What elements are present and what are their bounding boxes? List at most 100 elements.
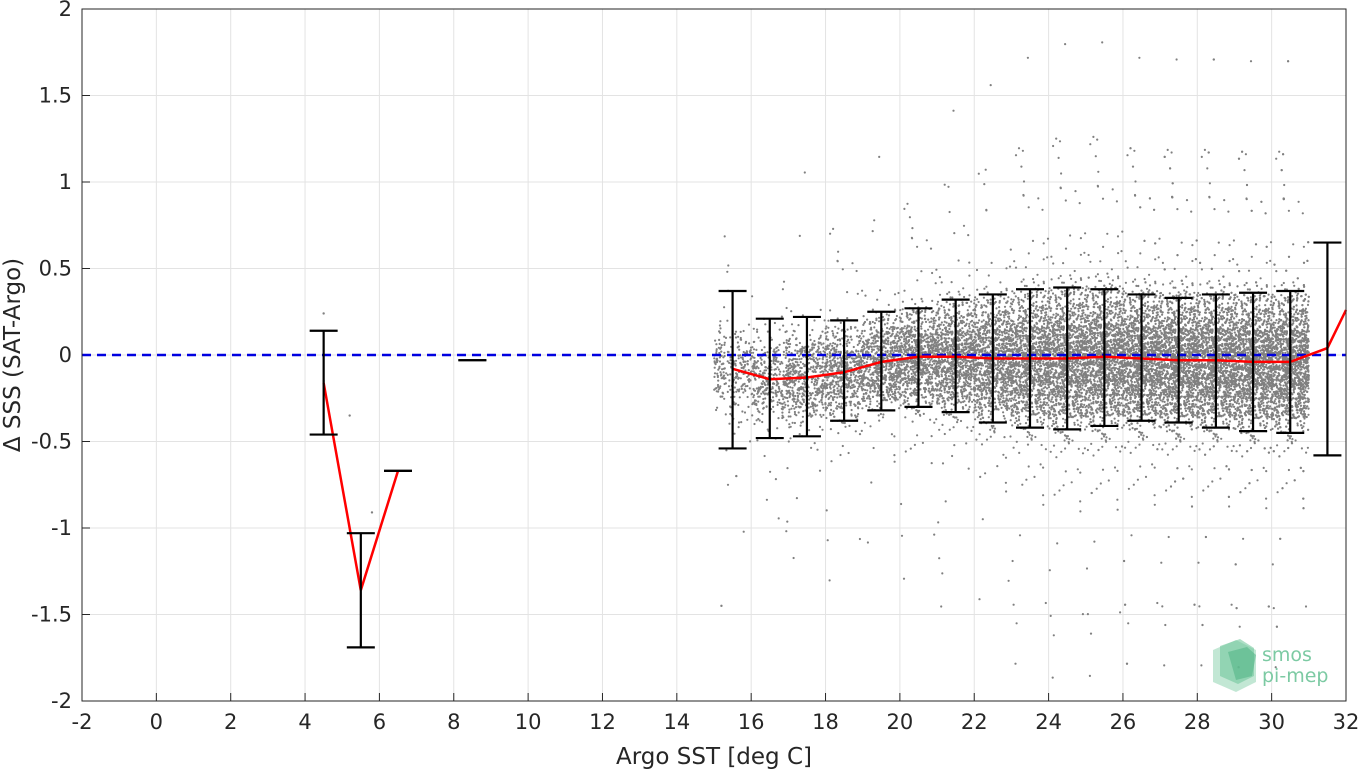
scatter-point bbox=[877, 390, 880, 393]
scatter-point bbox=[865, 397, 869, 400]
scatter-point bbox=[869, 385, 872, 388]
scatter-point bbox=[836, 367, 839, 370]
scatter-point bbox=[862, 335, 865, 338]
scatter-point bbox=[778, 328, 781, 331]
scatter-point bbox=[772, 399, 775, 402]
scatter-point bbox=[949, 325, 952, 328]
scatter-point bbox=[951, 396, 954, 399]
scatter-point bbox=[909, 366, 912, 369]
scatter-point bbox=[765, 380, 768, 383]
scatter-point bbox=[814, 360, 817, 363]
scatter-point bbox=[715, 357, 719, 360]
scatter-point bbox=[965, 361, 968, 364]
scatter-point bbox=[794, 382, 797, 386]
scatter-point bbox=[875, 368, 878, 371]
scatter-point bbox=[1005, 360, 1008, 363]
scatter-point bbox=[726, 350, 730, 353]
scatter-point bbox=[814, 370, 817, 374]
scatter-point bbox=[925, 388, 928, 391]
scatter-point bbox=[764, 366, 768, 369]
scatter-point bbox=[1008, 265, 1012, 268]
scatter-point bbox=[729, 406, 732, 409]
scatter-point bbox=[937, 383, 940, 386]
scatter-point bbox=[897, 391, 900, 394]
scatter-point bbox=[812, 402, 815, 405]
scatter-point bbox=[967, 234, 970, 237]
scatter-point bbox=[937, 365, 940, 368]
scatter-point bbox=[733, 386, 736, 389]
scatter-point bbox=[885, 365, 888, 368]
scatter-point bbox=[778, 401, 781, 404]
scatter-point bbox=[759, 339, 762, 342]
scatter-point bbox=[1003, 328, 1007, 331]
scatter-point bbox=[937, 343, 940, 346]
scatter-point bbox=[922, 362, 925, 365]
scatter-point bbox=[924, 333, 927, 336]
scatter-point bbox=[834, 362, 837, 365]
scatter-point bbox=[932, 310, 935, 313]
scatter-point bbox=[994, 300, 997, 304]
scatter-point bbox=[743, 382, 746, 385]
scatter-point bbox=[807, 414, 810, 417]
scatter-point bbox=[846, 340, 849, 343]
scatter-point bbox=[1006, 329, 1009, 332]
scatter-point bbox=[781, 414, 784, 417]
scatter-point bbox=[881, 416, 885, 419]
scatter-point bbox=[867, 347, 870, 350]
scatter-point bbox=[743, 363, 747, 367]
scatter-point bbox=[775, 356, 778, 359]
scatter-point bbox=[846, 344, 849, 348]
scatter-point bbox=[876, 347, 879, 350]
scatter-point bbox=[882, 413, 885, 416]
scatter-point bbox=[968, 346, 971, 349]
scatter-point bbox=[943, 405, 946, 408]
scatter-point bbox=[866, 382, 869, 385]
scatter-point bbox=[831, 347, 834, 350]
scatter-point bbox=[785, 530, 788, 533]
scatter-point bbox=[871, 230, 874, 233]
scatter-point bbox=[873, 366, 876, 369]
scatter-point bbox=[851, 392, 854, 395]
scatter-point bbox=[800, 357, 803, 360]
scatter-point bbox=[935, 339, 938, 342]
scatter-point bbox=[739, 377, 742, 380]
scatter-point bbox=[969, 344, 973, 347]
scatter-point bbox=[782, 370, 785, 373]
scatter-point bbox=[960, 336, 963, 339]
scatter-point bbox=[849, 385, 852, 388]
scatter-point bbox=[897, 291, 900, 295]
scatter-point bbox=[827, 319, 830, 322]
scatter-point bbox=[793, 410, 797, 414]
scatter-point bbox=[976, 416, 979, 419]
scatter-point bbox=[794, 338, 798, 341]
scatter-point bbox=[887, 393, 890, 396]
scatter-point bbox=[816, 358, 819, 361]
scatter-point bbox=[895, 380, 898, 383]
scatter-point bbox=[734, 359, 738, 362]
scatter-point bbox=[825, 385, 828, 389]
scatter-point bbox=[740, 421, 743, 424]
scatter-point bbox=[936, 331, 939, 334]
scatter-point bbox=[974, 400, 977, 403]
scatter-point bbox=[753, 401, 756, 404]
scatter-point bbox=[794, 360, 797, 363]
scatter-point bbox=[837, 389, 840, 392]
scatter-point bbox=[965, 396, 968, 399]
scatter-point bbox=[816, 361, 820, 364]
scatter-point bbox=[901, 391, 904, 394]
scatter-point bbox=[757, 387, 760, 390]
scatter-point bbox=[956, 395, 959, 398]
scatter-point bbox=[717, 368, 720, 371]
scatter-point bbox=[1006, 383, 1010, 386]
scatter-point bbox=[942, 413, 946, 416]
scatter-point bbox=[726, 360, 729, 363]
scatter-point bbox=[753, 366, 756, 369]
scatter-point bbox=[832, 227, 835, 230]
scatter-point bbox=[873, 382, 876, 385]
scatter-point bbox=[884, 350, 887, 353]
scatter-point bbox=[757, 400, 760, 403]
scatter-point bbox=[964, 358, 967, 361]
scatter-point bbox=[729, 359, 732, 362]
scatter-point bbox=[950, 385, 953, 388]
scatter-point bbox=[969, 379, 973, 382]
